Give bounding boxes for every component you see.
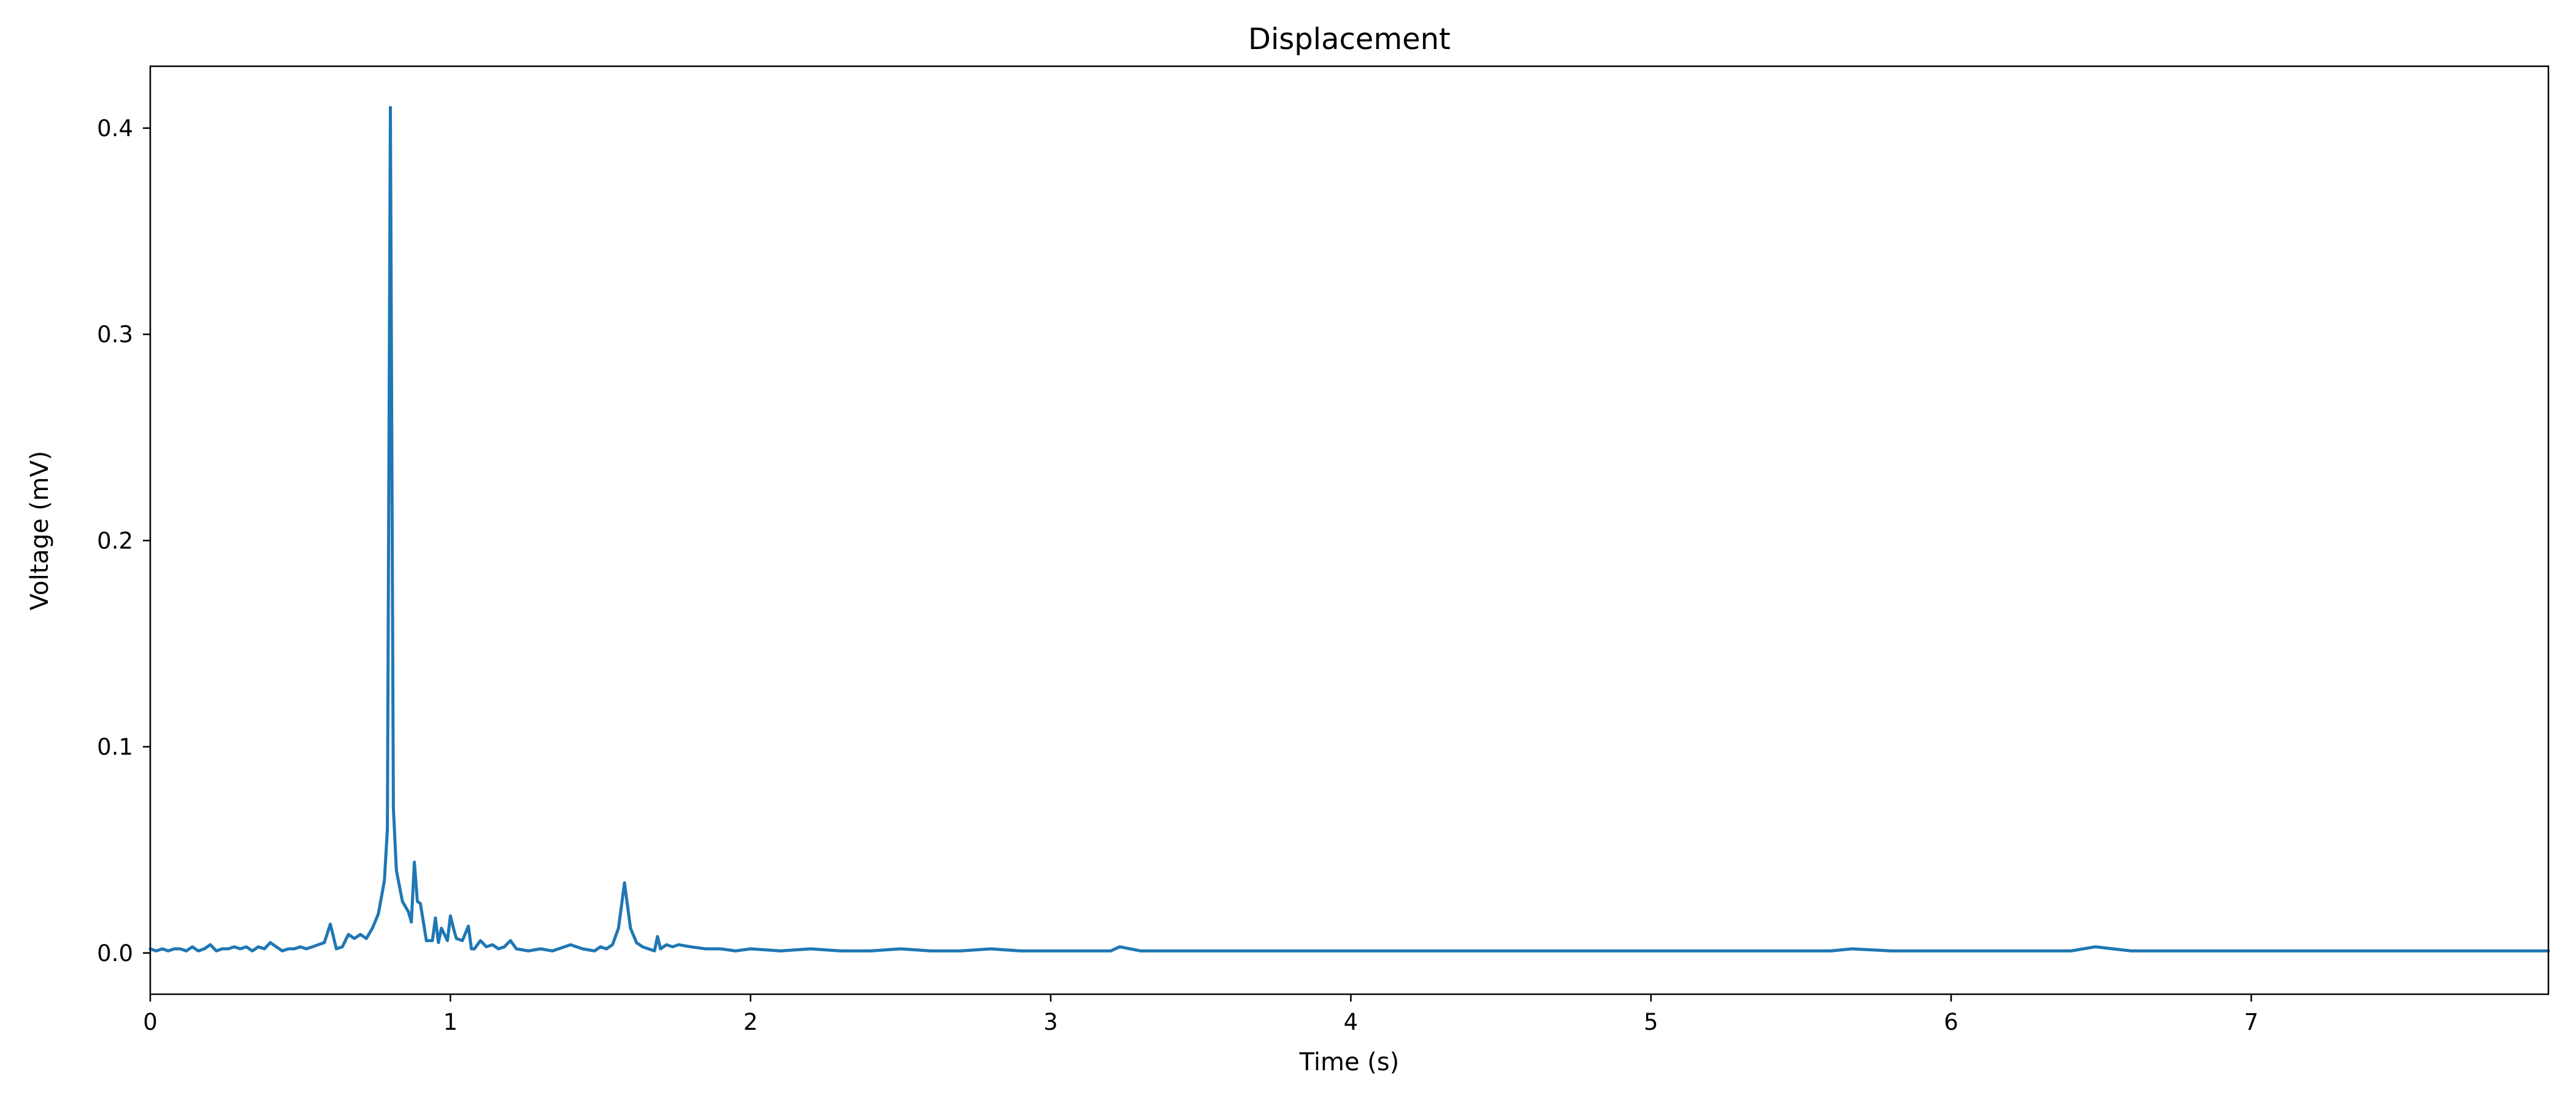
y-tick-label-4: 0.4 — [97, 115, 133, 142]
x-tick-label-5: 5 — [1644, 1009, 1658, 1035]
series-line-0 — [148, 105, 2550, 953]
x-axis: 0 1 2 3 4 5 6 7 — [143, 994, 2258, 1035]
y-tick-label-3: 0.3 — [97, 321, 133, 348]
x-tick-label-7: 7 — [2244, 1009, 2259, 1035]
x-tick-label-2: 2 — [743, 1009, 758, 1035]
x-tick-label-3: 3 — [1043, 1009, 1058, 1035]
y-tick-label-1: 0.1 — [97, 734, 133, 761]
series-layer — [148, 105, 2550, 953]
x-tick-label-0: 0 — [143, 1009, 158, 1035]
x-axis-label: Time (s) — [1299, 1048, 1400, 1076]
y-tick-label-2: 0.2 — [97, 527, 133, 554]
plot-frame — [149, 65, 2550, 995]
y-axis-label: Voltage (mV) — [26, 451, 54, 610]
x-tick-label-4: 4 — [1344, 1009, 1359, 1035]
y-tick-label-0: 0.0 — [97, 940, 133, 967]
chart-title: Displacement — [1248, 22, 1451, 56]
x-tick-label-1: 1 — [443, 1009, 458, 1035]
x-tick-label-6: 6 — [1944, 1009, 1958, 1035]
y-axis: 0.0 0.1 0.2 0.3 0.4 — [97, 115, 150, 967]
